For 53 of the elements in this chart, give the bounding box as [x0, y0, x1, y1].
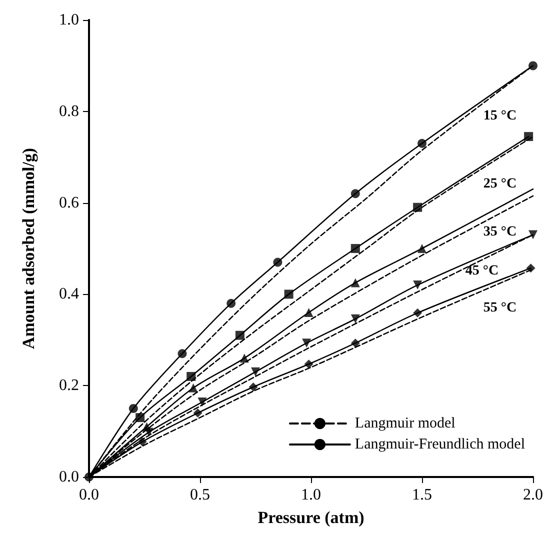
point — [304, 360, 314, 369]
y-axis-title: Amount adsorbed (mmol/g) — [19, 148, 38, 350]
point — [304, 308, 314, 317]
legend-label: Langmuir-Freundlich model — [354, 436, 525, 452]
annotation: 55 °C — [483, 300, 517, 316]
point — [350, 338, 360, 348]
point — [413, 202, 422, 212]
point — [251, 367, 260, 376]
annotation: 35 °C — [483, 224, 517, 240]
point — [248, 382, 258, 392]
point — [284, 290, 294, 299]
point — [198, 398, 207, 407]
x-tick-label: 1.0 — [301, 486, 321, 504]
point — [144, 428, 154, 437]
annotation: 25 °C — [483, 176, 517, 192]
point — [138, 437, 147, 446]
point — [418, 138, 426, 148]
point — [302, 338, 312, 348]
annotation: 15 °C — [483, 108, 517, 124]
point — [350, 278, 360, 288]
point — [528, 61, 538, 70]
point — [528, 230, 538, 240]
y-tick-label: 0.6 — [59, 194, 79, 212]
point — [178, 349, 187, 358]
annotation: 45 °C — [465, 264, 499, 278]
point — [350, 189, 360, 198]
y-tick-label: 0.0 — [59, 468, 79, 486]
point — [413, 280, 422, 290]
point — [273, 258, 282, 267]
y-tick-label: 0.4 — [59, 286, 79, 303]
legend-label: Langmuir model — [354, 416, 456, 432]
x-tick-label: 2.0 — [523, 486, 543, 504]
point — [350, 244, 360, 253]
point — [226, 298, 236, 308]
point — [418, 244, 426, 253]
point — [188, 383, 198, 392]
point — [186, 372, 196, 381]
y-tick-label: 0.8 — [59, 102, 79, 120]
point — [350, 314, 360, 324]
point — [526, 264, 536, 273]
y-tick-label: 0.2 — [59, 377, 79, 394]
point — [128, 404, 138, 413]
point — [524, 132, 534, 142]
x-tick-label: 0.0 — [79, 486, 99, 504]
point — [193, 408, 202, 418]
point — [240, 354, 249, 363]
point — [235, 330, 244, 340]
x-tick-label: 0.5 — [190, 486, 210, 504]
point — [413, 308, 422, 318]
x-axis-title: Pressure (atm) — [258, 508, 364, 527]
x-tick-label: 1.5 — [412, 486, 432, 504]
point — [136, 413, 145, 422]
y-tick-label: 1.0 — [59, 12, 79, 28]
